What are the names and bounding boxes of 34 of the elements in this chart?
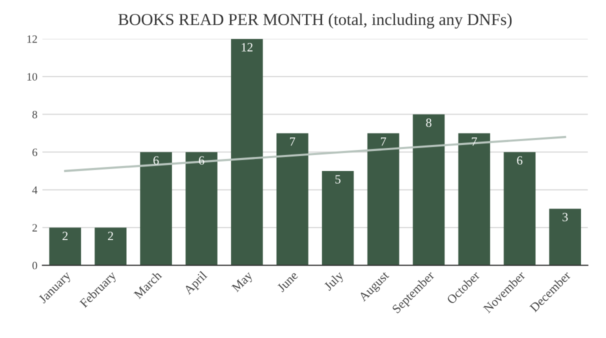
y-tick-label: 12: [27, 35, 37, 43]
data-label: 2: [62, 232, 68, 240]
bar: [276, 133, 308, 266]
data-label: 5: [335, 175, 340, 184]
y-tick-label: 6: [32, 148, 38, 156]
x-tick-label: June: [276, 270, 298, 292]
x-tick-label: May: [231, 270, 255, 294]
data-label: 7: [380, 137, 386, 146]
data-label: 8: [426, 118, 432, 127]
y-tick-label: 10: [27, 73, 38, 81]
bar: [186, 152, 218, 266]
bar: [504, 152, 536, 266]
bar: [412, 114, 445, 266]
bar: [322, 170, 354, 266]
data-label: 2: [108, 232, 114, 240]
bar: [367, 133, 400, 266]
chart-title: BOOKS READ PER MONTH (total, including any DNFs): [118, 13, 512, 29]
bar: [140, 152, 172, 266]
y-tick-label: 8: [32, 110, 38, 118]
bar: [458, 133, 490, 266]
bar: [49, 228, 82, 266]
data-label: 3: [562, 212, 568, 222]
y-tick-label: 4: [32, 186, 38, 194]
data-label: 7: [290, 137, 296, 146]
y-tick-label: 2: [32, 224, 37, 232]
x-tick-label: July: [323, 270, 346, 293]
bar: [231, 38, 263, 266]
data-label: 6: [153, 156, 159, 165]
data-label: 6: [517, 156, 522, 165]
y-tick-label: 0: [32, 262, 38, 270]
bar: [94, 228, 126, 266]
bar: [549, 208, 581, 266]
data-label: 12: [242, 43, 253, 52]
data-label: 6: [198, 156, 204, 165]
